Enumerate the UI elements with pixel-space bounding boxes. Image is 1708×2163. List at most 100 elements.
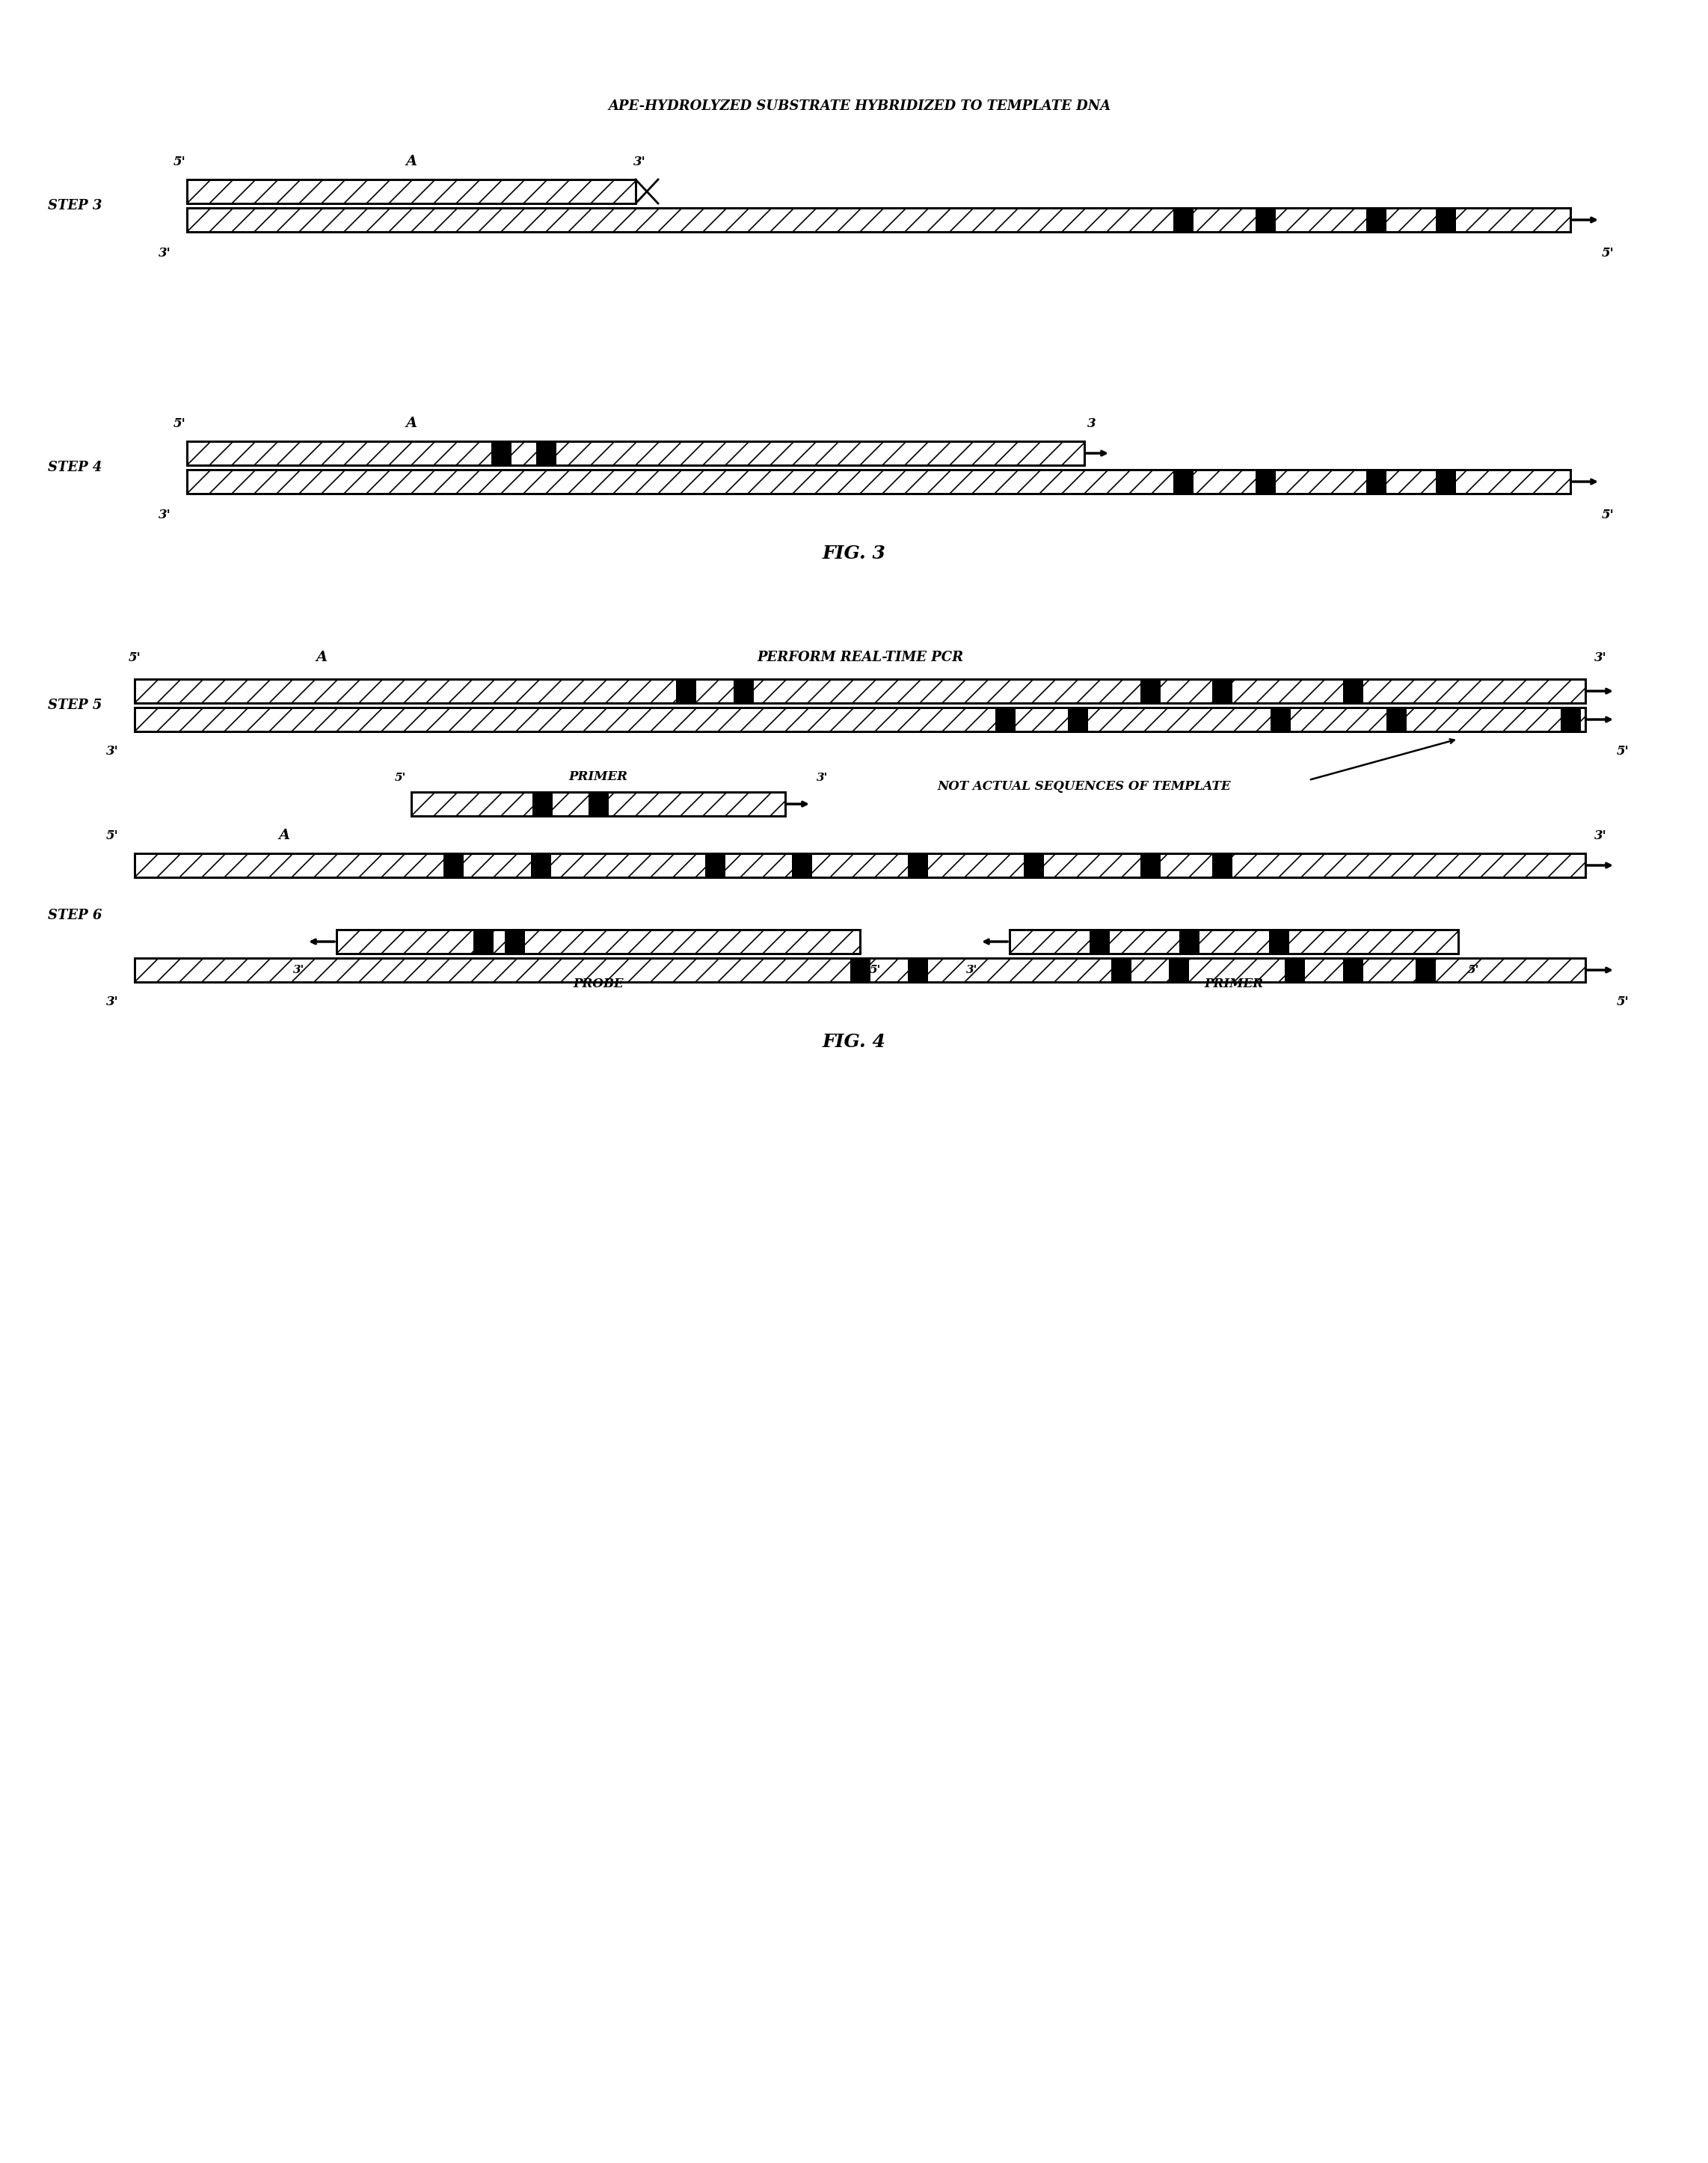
Bar <box>531 854 552 878</box>
Bar <box>588 792 608 815</box>
Bar <box>1271 707 1291 731</box>
Text: 5': 5' <box>395 772 407 783</box>
Bar <box>909 958 927 982</box>
Text: 3': 3' <box>967 965 979 976</box>
Text: APE-HYDROLYZED SUBSTRATE HYBRIDIZED TO TEMPLATE DNA: APE-HYDROLYZED SUBSTRATE HYBRIDIZED TO T… <box>608 99 1112 112</box>
Bar <box>1342 958 1363 982</box>
Bar <box>1173 469 1194 493</box>
Bar <box>1139 854 1160 878</box>
Text: 3': 3' <box>159 508 171 521</box>
Text: 5': 5' <box>1467 965 1479 976</box>
Text: A: A <box>405 156 417 169</box>
Text: FIG. 4: FIG. 4 <box>822 1034 886 1051</box>
Bar <box>536 441 557 465</box>
Bar <box>1179 930 1199 954</box>
Bar <box>533 792 552 815</box>
Text: 3': 3' <box>106 744 118 757</box>
Text: STEP 4: STEP 4 <box>48 461 102 474</box>
Bar <box>1139 679 1160 703</box>
Bar <box>135 854 1585 878</box>
Bar <box>336 930 861 954</box>
Text: 5': 5' <box>128 651 140 664</box>
Text: 5': 5' <box>1616 744 1629 757</box>
Text: 5': 5' <box>173 156 186 169</box>
Text: FIG. 3: FIG. 3 <box>822 545 886 562</box>
Bar <box>1009 930 1459 954</box>
Bar <box>1255 469 1276 493</box>
Text: PRIMER: PRIMER <box>1204 978 1264 991</box>
Text: 3': 3' <box>106 995 118 1008</box>
Bar <box>186 469 1570 493</box>
Bar <box>1168 958 1189 982</box>
Text: 5': 5' <box>1602 247 1614 260</box>
Bar <box>412 792 786 815</box>
Text: 3': 3' <box>294 965 304 976</box>
Bar <box>1387 707 1407 731</box>
Bar <box>1436 469 1455 493</box>
Bar <box>336 930 861 954</box>
Bar <box>186 441 1085 465</box>
Bar <box>186 208 1570 231</box>
Bar <box>444 854 465 878</box>
Text: A: A <box>278 828 290 841</box>
Bar <box>1009 930 1459 954</box>
Bar <box>1342 679 1363 703</box>
Bar <box>1436 208 1455 231</box>
Bar <box>135 707 1585 731</box>
Bar <box>1090 930 1110 954</box>
Bar <box>504 930 524 954</box>
Text: PROBE: PROBE <box>572 978 623 991</box>
Bar <box>1366 469 1387 493</box>
Text: PRIMER: PRIMER <box>569 770 629 783</box>
Text: 3: 3 <box>1088 417 1097 430</box>
Bar <box>1025 854 1044 878</box>
Text: 5': 5' <box>173 417 186 430</box>
Bar <box>1416 958 1436 982</box>
Bar <box>186 180 635 203</box>
Bar <box>1561 707 1582 731</box>
Text: A: A <box>316 651 328 664</box>
Bar <box>909 854 927 878</box>
Text: 3': 3' <box>1594 828 1607 841</box>
Bar <box>135 958 1585 982</box>
Bar <box>1255 208 1276 231</box>
Bar <box>996 707 1015 731</box>
Bar <box>135 854 1585 878</box>
Text: STEP 3: STEP 3 <box>48 199 102 212</box>
Bar <box>135 679 1585 703</box>
Bar <box>851 958 869 982</box>
Bar <box>1173 208 1194 231</box>
Text: 5': 5' <box>1602 508 1614 521</box>
Bar <box>705 854 724 878</box>
Text: A: A <box>405 417 417 430</box>
Bar <box>186 469 1570 493</box>
Text: 5': 5' <box>106 828 118 841</box>
Bar <box>1269 930 1290 954</box>
Bar <box>186 441 1085 465</box>
Bar <box>490 441 511 465</box>
Bar <box>1366 208 1387 231</box>
Bar <box>135 958 1585 982</box>
Bar <box>135 707 1585 731</box>
Text: 3': 3' <box>816 772 828 783</box>
Bar <box>473 930 494 954</box>
Bar <box>1213 854 1233 878</box>
Bar <box>186 208 1570 231</box>
Bar <box>1284 958 1305 982</box>
Bar <box>734 679 753 703</box>
Bar <box>412 792 786 815</box>
Text: STEP 6: STEP 6 <box>48 908 102 921</box>
Bar <box>1213 679 1233 703</box>
Text: 3': 3' <box>634 156 646 169</box>
Bar <box>1068 707 1088 731</box>
Text: PERFORM REAL-TIME PCR: PERFORM REAL-TIME PCR <box>757 651 963 664</box>
Text: 3': 3' <box>1594 651 1607 664</box>
Text: 3': 3' <box>159 247 171 260</box>
Bar <box>793 854 811 878</box>
Bar <box>186 180 635 203</box>
Text: 5': 5' <box>869 965 881 976</box>
Bar <box>1110 958 1131 982</box>
Text: STEP 5: STEP 5 <box>48 699 102 712</box>
Text: NOT ACTUAL SEQUENCES OF TEMPLATE: NOT ACTUAL SEQUENCES OF TEMPLATE <box>938 781 1231 794</box>
Bar <box>676 679 695 703</box>
